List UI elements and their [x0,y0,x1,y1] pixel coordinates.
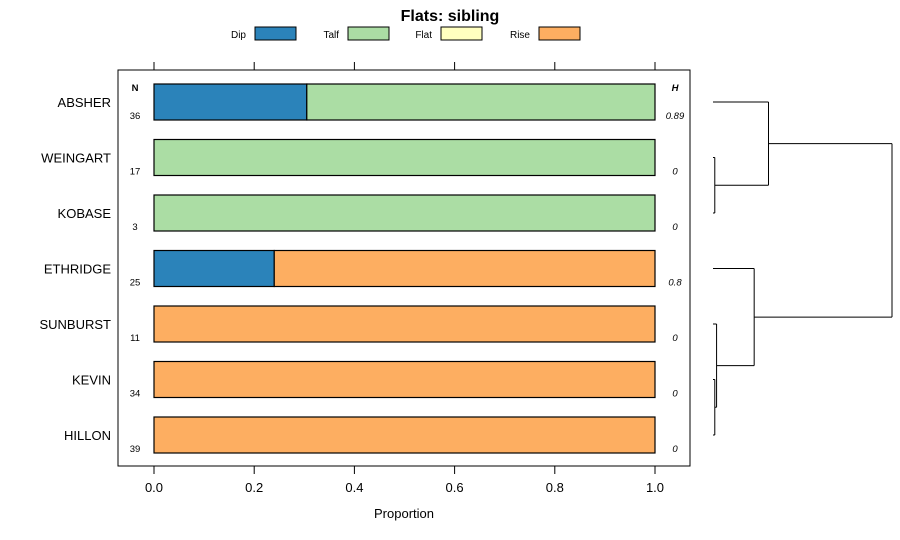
tick-label-0-4: 0.4 [345,480,363,495]
h-value-absher: 0.89 [666,111,685,122]
row-label-sunburst: SUNBURST [39,317,111,332]
legend-label-talf: Talf [323,30,339,41]
h-value-kevin: 0 [672,389,678,400]
plot-panel [117,69,691,467]
legend-swatch-talf [347,26,390,41]
legend-swatch-dip [254,26,297,41]
n-value-sunburst: 11 [130,333,140,344]
x-axis-label: Proportion [374,506,434,521]
dendrogram [713,101,893,436]
h-header: H [672,83,680,94]
h-value-ethridge: 0.8 [668,278,682,289]
h-value-weingart: 0 [672,167,678,178]
bar-segment-kevin-rise [153,360,656,399]
bar-segment-ethridge-dip [153,249,275,288]
bar-segment-absher-talf [306,83,656,121]
row-label-weingart: WEINGART [41,151,111,166]
n-value-hillon: 39 [130,444,141,455]
row-label-kobase: KOBASE [58,206,112,221]
legend-label-flat: Flat [415,30,432,41]
tick-label-1-0: 1.0 [646,480,664,495]
h-value-kobase: 0 [672,222,678,233]
row-label-ethridge: ETHRIDGE [44,262,112,277]
bar-segment-absher-dip [153,83,308,121]
legend-swatch-rise [538,26,581,41]
bar-segment-sunburst-rise [153,305,656,343]
legend-label-dip: Dip [231,30,246,41]
n-value-absher: 36 [130,111,141,122]
legend-swatch-flat [440,26,483,41]
bar-segment-ethridge-rise [273,249,656,288]
legend-label-rise: Rise [510,30,530,41]
legend: Dip Talf Flat Rise [231,26,581,41]
n-header: N [132,83,139,94]
h-value-hillon: 0 [672,444,678,455]
bar-segment-hillon-rise [153,416,656,454]
row-label-kevin: KEVIN [72,373,111,388]
tick-label-0-8: 0.8 [546,480,564,495]
bar-segment-kobase-talf [153,194,656,232]
x-axis: 0.0 0.2 0.4 0.6 0.8 1.0 [145,62,664,495]
chart-title: Flats: sibling [401,8,500,25]
n-value-kobase: 3 [132,222,137,233]
row-label-absher: ABSHER [58,95,111,110]
tick-label-0-0: 0.0 [145,480,163,495]
bar-segment-weingart-talf [153,138,656,177]
n-value-ethridge: 25 [130,278,141,289]
tick-label-0-6: 0.6 [446,480,464,495]
bar-rows: ABSHER 36 0.89 WEINGART 17 0 KOBASE 3 0 ETHRIDGE 2… [39,83,685,455]
h-value-sunburst: 0 [672,333,678,344]
tick-label-0-2: 0.2 [245,480,263,495]
n-value-weingart: 17 [130,167,141,178]
row-label-hillon: HILLON [64,428,111,443]
n-value-kevin: 34 [130,389,141,400]
